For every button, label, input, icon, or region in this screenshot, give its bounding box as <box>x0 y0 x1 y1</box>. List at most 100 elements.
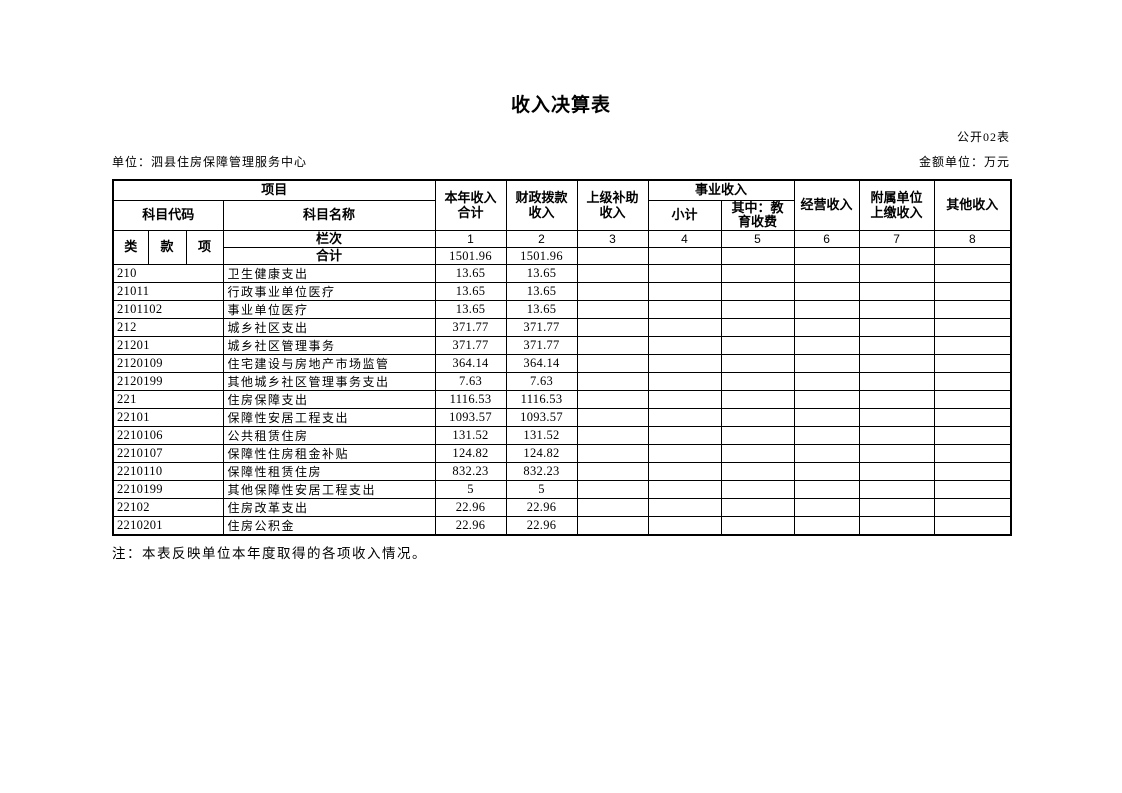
column-number-cell: 5 <box>720 230 795 249</box>
column-number-cell: 7 <box>858 230 935 249</box>
value-cell <box>576 516 649 536</box>
value-cell <box>720 372 795 392</box>
header-col-affiliated-unit-income: 附属单位 上缴收入 <box>858 179 935 232</box>
value-cell <box>933 300 1012 320</box>
header-row-1: 项目 本年收入 合计 财政拨款 收入 上级补助 收入 事业收入 经营收入 附属单… <box>112 179 1012 232</box>
table-row: 2120109 住宅建设与房地产市场监管 364.14 364.14 <box>112 354 1012 374</box>
header-lanci-label: 栏次 <box>222 230 436 249</box>
header-subject-code: 科目代码 <box>112 199 224 232</box>
value-cell <box>647 444 722 464</box>
value-cell <box>647 390 722 410</box>
total-value-cell: 1501.96 <box>434 247 507 266</box>
value-cell <box>858 408 935 428</box>
value-cell <box>647 480 722 500</box>
value-cell: 1093.57 <box>505 408 578 428</box>
value-cell <box>576 498 649 518</box>
value-cell <box>647 300 722 320</box>
value-cell: 1093.57 <box>434 408 507 428</box>
subject-code-cell: 221 <box>112 390 224 410</box>
value-cell <box>933 264 1012 284</box>
table-row: 2120199 其他城乡社区管理事务支出 7.63 7.63 <box>112 372 1012 392</box>
value-cell <box>647 336 722 356</box>
value-cell <box>720 264 795 284</box>
subject-code-cell: 21011 <box>112 282 224 302</box>
subject-code-cell: 22102 <box>112 498 224 518</box>
value-cell: 13.65 <box>505 264 578 284</box>
value-cell <box>793 264 860 284</box>
subject-name-cell: 其他保障性安居工程支出 <box>222 480 436 500</box>
total-value-cell <box>793 247 860 266</box>
total-value-cell <box>720 247 795 266</box>
value-cell <box>647 462 722 482</box>
value-cell: 13.65 <box>434 282 507 302</box>
value-cell <box>793 516 860 536</box>
value-cell <box>858 390 935 410</box>
value-cell <box>576 282 649 302</box>
value-cell <box>576 264 649 284</box>
value-cell: 5 <box>505 480 578 500</box>
header-subject-name: 科目名称 <box>222 199 436 232</box>
value-cell <box>793 444 860 464</box>
value-cell <box>858 318 935 338</box>
header-col-education-fees: 其中：教 育收费 <box>720 199 795 232</box>
value-cell <box>576 426 649 446</box>
table-row: 22101 保障性安居工程支出 1093.57 1093.57 <box>112 408 1012 428</box>
value-cell <box>720 390 795 410</box>
value-cell: 1116.53 <box>505 390 578 410</box>
subject-code-cell: 2210110 <box>112 462 224 482</box>
value-cell <box>647 372 722 392</box>
value-cell: 371.77 <box>505 336 578 356</box>
subject-code-cell: 2120109 <box>112 354 224 374</box>
subject-code-cell: 2120199 <box>112 372 224 392</box>
amount-unit-label: 金额单位：万元 <box>918 155 1010 169</box>
value-cell <box>933 426 1012 446</box>
unit-label: 单位：泗县住房保障管理服务中心 <box>112 155 308 169</box>
value-cell: 364.14 <box>434 354 507 374</box>
value-cell: 5 <box>434 480 507 500</box>
value-cell: 364.14 <box>505 354 578 374</box>
subject-name-cell: 保障性租赁住房 <box>222 462 436 482</box>
document-content: 收入决算表 公开02表 单位：泗县住房保障管理服务中心 金额单位：万元 项目 本… <box>112 94 1013 563</box>
subject-code-cell: 2101102 <box>112 300 224 320</box>
value-cell: 371.77 <box>434 336 507 356</box>
value-cell <box>858 498 935 518</box>
value-cell <box>720 426 795 446</box>
value-cell <box>858 372 935 392</box>
value-cell: 22.96 <box>434 498 507 518</box>
value-cell <box>933 372 1012 392</box>
value-cell: 22.96 <box>505 516 578 536</box>
value-cell: 1116.53 <box>434 390 507 410</box>
column-number-cell: 4 <box>647 230 722 249</box>
value-cell <box>933 318 1012 338</box>
value-cell: 13.65 <box>505 300 578 320</box>
total-value-cell <box>858 247 935 266</box>
table-row: 212 城乡社区支出 371.77 371.77 <box>112 318 1012 338</box>
value-cell <box>793 408 860 428</box>
value-cell <box>576 390 649 410</box>
value-cell: 13.65 <box>505 282 578 302</box>
subject-name-cell: 住房改革支出 <box>222 498 436 518</box>
subject-name-cell: 其他城乡社区管理事务支出 <box>222 372 436 392</box>
table-row: 2210107 保障性住房租金补贴 124.82 124.82 <box>112 444 1012 464</box>
table-row: 221 住房保障支出 1116.53 1116.53 <box>112 390 1012 410</box>
subject-name-cell: 保障性安居工程支出 <box>222 408 436 428</box>
value-cell <box>720 444 795 464</box>
value-cell <box>858 462 935 482</box>
value-cell <box>858 336 935 356</box>
subject-name-cell: 住房公积金 <box>222 516 436 536</box>
value-cell <box>858 300 935 320</box>
value-cell <box>720 516 795 536</box>
header-col-other-income: 其他收入 <box>933 179 1012 232</box>
value-cell <box>720 498 795 518</box>
value-cell <box>933 408 1012 428</box>
value-cell: 7.63 <box>505 372 578 392</box>
value-cell: 22.96 <box>505 498 578 518</box>
value-cell <box>647 264 722 284</box>
header-col-subtotal: 小计 <box>647 199 722 232</box>
value-cell <box>858 444 935 464</box>
table-code-label: 公开02表 <box>956 130 1010 144</box>
value-cell <box>720 336 795 356</box>
header-col-current-year-total: 本年收入 合计 <box>434 179 507 232</box>
value-cell <box>720 354 795 374</box>
subject-code-cell: 21201 <box>112 336 224 356</box>
